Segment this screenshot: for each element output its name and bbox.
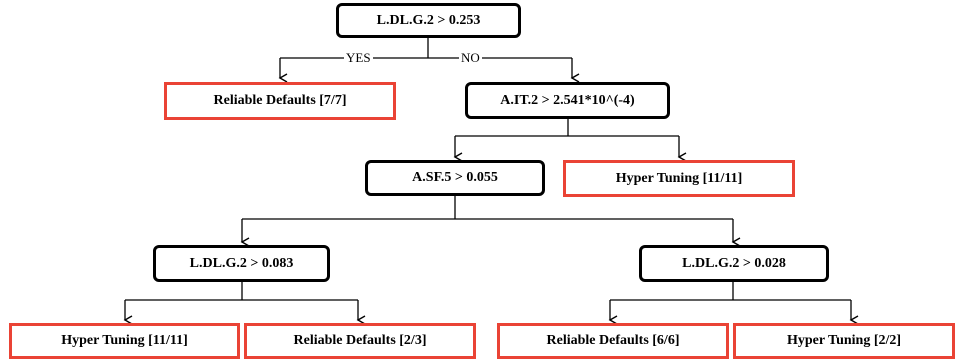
no-edge-label: NO — [459, 50, 482, 65]
leaf-reliable-defaults-7-7: Reliable Defaults [7/7] — [164, 82, 396, 120]
leaf-hyper-tuning-11-11-top: Hyper Tuning [11/11] — [563, 160, 795, 197]
leaf-reliable-defaults-6-6: Reliable Defaults [6/6] — [497, 323, 729, 359]
leaf-hyper-tuning-2-2: Hyper Tuning [2/2] — [733, 323, 955, 359]
node-ait2: A.IT.2 > 2.541*10^(-4) — [465, 82, 670, 119]
node-asf5: A.SF.5 > 0.055 — [365, 160, 545, 196]
leaf-reliable-defaults-2-3: Reliable Defaults [2/3] — [244, 323, 476, 359]
leaf-hyper-tuning-11-11-bottom: Hyper Tuning [11/11] — [9, 323, 240, 359]
root-node: L.DL.G.2 > 0.253 — [336, 3, 521, 38]
node-ldlg2-083: L.DL.G.2 > 0.083 — [153, 245, 330, 282]
node-ldlg2-028: L.DL.G.2 > 0.028 — [639, 245, 829, 282]
yes-edge-label: YES — [344, 50, 373, 65]
